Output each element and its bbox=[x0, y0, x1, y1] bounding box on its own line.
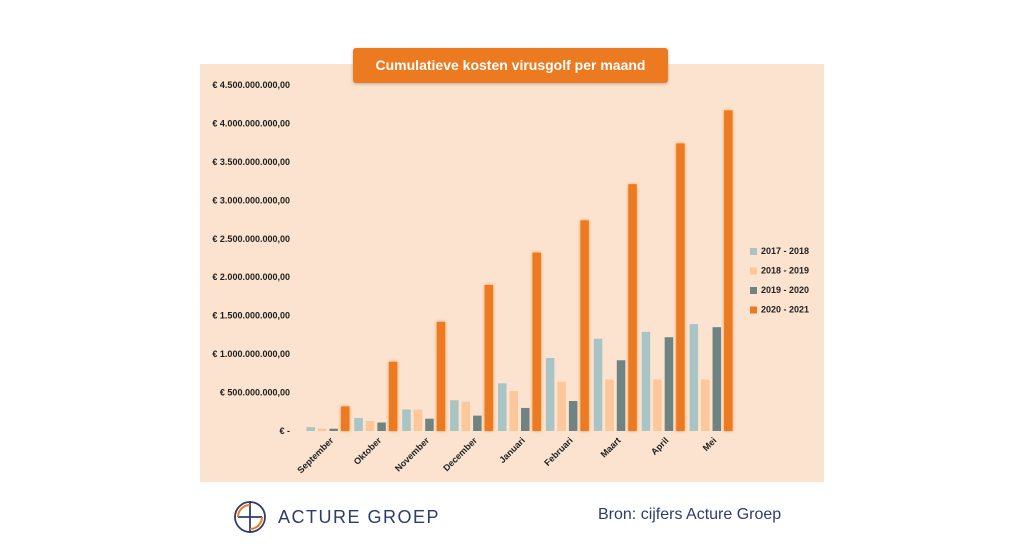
x-tick-label: November bbox=[393, 435, 432, 474]
bar-2017-2018-november bbox=[402, 409, 411, 431]
bar-2019-2020-maart bbox=[616, 360, 626, 431]
x-axis: September Oktober November December Januari F… bbox=[295, 435, 718, 475]
y-tick-label: € 1.000.000.000,00 bbox=[212, 349, 290, 359]
bar-2020-2021-mei bbox=[724, 110, 733, 431]
acture-logo-icon bbox=[234, 501, 266, 533]
y-tick-label: € 2.500.000.000,00 bbox=[212, 234, 290, 244]
bars bbox=[306, 110, 733, 431]
bar-2017-2018-april bbox=[641, 331, 651, 431]
bar-2019-2020-september bbox=[329, 428, 338, 431]
x-tick-label: Oktober bbox=[352, 435, 384, 467]
bar-2019-2020-april bbox=[664, 337, 674, 431]
bar-2020-2021-november bbox=[436, 321, 446, 431]
legend: 2017 - 2018 2018 - 2019 2019 - 2020 2020 - … bbox=[750, 246, 809, 315]
bar-2020-2021-maart bbox=[628, 184, 637, 431]
legend-swatch bbox=[750, 306, 757, 314]
legend-label: 2018 - 2019 bbox=[761, 266, 809, 276]
chart-title: Cumulatieve kosten virusgolf per maand bbox=[353, 48, 668, 83]
bar-2020-2021-april bbox=[676, 143, 685, 431]
x-tick-label: Januari bbox=[497, 435, 527, 465]
bar-2019-2020-februari bbox=[568, 401, 578, 431]
x-tick-label: April bbox=[649, 435, 671, 457]
bar-2018-2019-november bbox=[413, 409, 423, 431]
y-tick-label: € 500.000.000,00 bbox=[220, 388, 290, 398]
logo-text: ACTURE GROEP bbox=[278, 506, 441, 527]
y-tick-label: € - bbox=[279, 426, 290, 436]
legend-label: 2020 - 2021 bbox=[761, 305, 809, 315]
bar-2020-2021-oktober bbox=[388, 361, 398, 431]
x-tick-label: Mei bbox=[701, 435, 719, 453]
bar-2019-2020-december bbox=[473, 415, 482, 431]
bar-2017-2018-maart bbox=[593, 338, 603, 431]
acture-groep-logo: ACTURE GROEP bbox=[232, 497, 440, 537]
y-tick-label: € 1.500.000.000,00 bbox=[212, 311, 290, 321]
legend-swatch bbox=[750, 287, 757, 294]
bar-2020-2021-januari bbox=[532, 252, 541, 431]
y-tick-label: € 4.000.000.000,00 bbox=[212, 118, 290, 128]
x-tick-label: Maart bbox=[599, 435, 623, 459]
bar-2018-2019-september bbox=[317, 428, 327, 431]
bar-2017-2018-september bbox=[306, 427, 315, 431]
bar-2019-2020-oktober bbox=[377, 422, 386, 431]
bar-2017-2018-oktober bbox=[354, 417, 363, 431]
bar-2018-2019-april bbox=[653, 379, 662, 431]
bar-2019-2020-november bbox=[425, 418, 434, 431]
x-tick-label: September bbox=[295, 435, 335, 475]
bar-2019-2020-januari bbox=[521, 407, 530, 431]
legend-swatch bbox=[750, 267, 757, 275]
y-tick-label: € 4.500.000.000,00 bbox=[212, 80, 290, 90]
bar-2018-2019-februari bbox=[557, 381, 566, 431]
bar-2020-2021-september bbox=[340, 406, 350, 431]
y-tick-label: € 2.000.000.000,00 bbox=[212, 272, 290, 282]
bar-2018-2019-januari bbox=[509, 391, 518, 431]
legend-swatch bbox=[750, 248, 757, 255]
y-tick-label: € 3.000.000.000,00 bbox=[212, 195, 290, 205]
legend-label: 2019 - 2020 bbox=[761, 285, 809, 295]
bar-2020-2021-december bbox=[484, 284, 494, 431]
bar-2017-2018-december bbox=[450, 400, 459, 431]
x-tick-label: Februari bbox=[542, 435, 575, 468]
bar-2018-2019-maart bbox=[605, 379, 614, 431]
chart-panel: € - € 500.000.000,00 € 1.000.000.000,00 € 1… bbox=[200, 64, 824, 482]
chart-svg: € - € 500.000.000,00 € 1.000.000.000,00 € 1… bbox=[212, 80, 809, 475]
bar-2019-2020-mei bbox=[712, 327, 722, 431]
bar-2017-2018-januari bbox=[498, 383, 507, 431]
source-note: Bron: cijfers Acture Groep bbox=[598, 506, 782, 523]
bar-2017-2018-mei bbox=[689, 324, 699, 431]
bar-2017-2018-februari bbox=[545, 357, 555, 431]
bar-2018-2019-december bbox=[461, 401, 471, 431]
y-axis: € - € 500.000.000,00 € 1.000.000.000,00 € 1… bbox=[212, 80, 290, 436]
bar-2020-2021-februari bbox=[580, 220, 589, 431]
legend-label: 2017 - 2018 bbox=[761, 246, 809, 256]
x-tick-label: December bbox=[441, 435, 479, 473]
y-tick-label: € 3.500.000.000,00 bbox=[212, 157, 290, 167]
bar-2018-2019-oktober bbox=[365, 421, 375, 431]
bar-2018-2019-mei bbox=[701, 379, 710, 431]
